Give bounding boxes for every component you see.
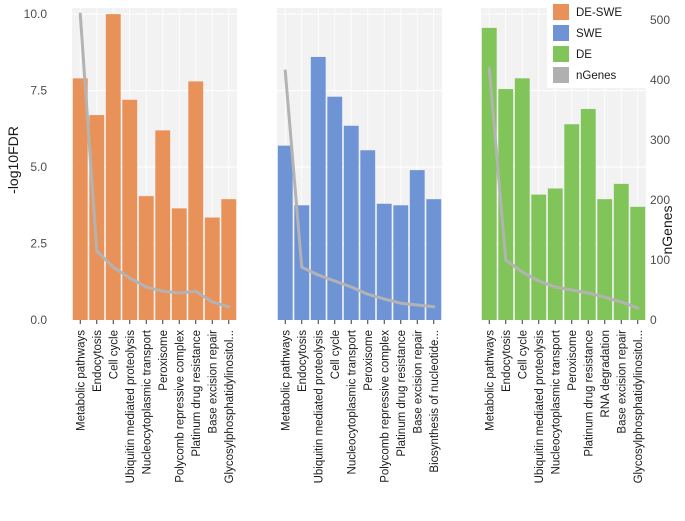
category-label: Endocytosis	[501, 330, 513, 392]
bar	[327, 96, 343, 321]
legend-label: DE	[576, 49, 592, 61]
y-tick-left: 5.0	[30, 160, 47, 174]
category-label: Cell cycle	[330, 330, 342, 379]
ngenes-line	[487, 66, 640, 310]
panel-de-swe: Metabolic pathways Endocytosis Cell cycle U…	[72, 8, 237, 483]
left-axis: 0.0 2.5 5.0 7.5 10.0	[24, 7, 48, 327]
y-tick-right: 100	[650, 253, 670, 267]
category-label: Endocytosis	[92, 330, 104, 392]
bar	[376, 203, 392, 320]
category-label: Peroxisome	[363, 330, 375, 391]
bar	[221, 199, 237, 320]
bar	[580, 108, 596, 320]
category-label: Peroxisome	[158, 330, 170, 391]
category-label: Metabolic pathways	[484, 330, 496, 431]
y-tick-right: 200	[650, 193, 670, 207]
bar	[155, 130, 171, 320]
category-label: Ubiquitin mediated proteolysis	[534, 330, 546, 484]
legend-swatch	[553, 67, 569, 83]
bar	[547, 188, 563, 320]
y-tick-left: 10.0	[24, 7, 48, 21]
category-label: Base excision repair	[616, 330, 628, 434]
category-label: Platinum drug resistance	[191, 330, 203, 457]
ngenes-line	[283, 69, 436, 309]
legend-label: nGenes	[576, 70, 617, 82]
legend-swatch	[553, 4, 569, 20]
category-label: Polycomb repressive complex	[174, 330, 186, 483]
y-tick-right: 0	[650, 313, 657, 327]
category-label: Endocytosis	[297, 330, 309, 392]
legend: DE-SWE SWE DE nGenes	[547, 0, 647, 88]
category-label: Platinum drug resistance	[583, 330, 595, 457]
category-label: Ubiquitin mediated proteolysis	[125, 330, 137, 484]
category-label: Biosynthesis of nucleotide...	[429, 330, 441, 473]
y-tick-left: 2.5	[30, 237, 47, 251]
y-tick-left: 0.0	[30, 313, 47, 327]
bar	[393, 205, 409, 320]
y-tick-right: 500	[650, 13, 670, 27]
legend-swatch	[553, 46, 569, 62]
category-label: RNA degradation	[600, 330, 612, 418]
category-label: Nucleocytoplasmic transport	[346, 329, 358, 474]
bar	[343, 125, 359, 320]
y-tick-right: 300	[650, 133, 670, 147]
category-label: Metabolic pathways	[75, 330, 87, 431]
ngenes-line	[78, 12, 231, 309]
bar	[630, 206, 646, 320]
category-label: Glycosylphosphatidylinositol...	[224, 330, 236, 483]
y-tick-right: 400	[650, 73, 670, 87]
bar	[360, 150, 376, 320]
bar	[105, 14, 121, 321]
bar	[409, 170, 425, 320]
bar	[122, 99, 138, 320]
bar	[89, 115, 105, 320]
category-label: Cell cycle	[108, 330, 120, 379]
bar	[204, 217, 220, 320]
bar	[564, 124, 580, 320]
bar	[72, 78, 88, 321]
bar	[597, 199, 613, 320]
bar	[188, 81, 204, 320]
category-label: Platinum drug resistance	[396, 330, 408, 457]
y-axis-title-left: -log10FDR	[5, 126, 21, 194]
category-label: Cell cycle	[517, 330, 529, 379]
category-label: Base excision repair	[207, 330, 219, 434]
category-label: Peroxisome	[567, 330, 579, 391]
legend-label: DE-SWE	[576, 7, 622, 19]
category-label: Nucleocytoplasmic transport	[141, 329, 153, 474]
right-axis: 0 100 200 300 400 500	[650, 13, 670, 327]
y-tick-left: 7.5	[30, 84, 47, 98]
legend-label: SWE	[576, 28, 603, 40]
bar	[514, 78, 530, 321]
bar	[171, 208, 187, 320]
category-label: Polycomb repressive complex	[379, 330, 391, 483]
panel-swe: Metabolic pathways Endocytosis Ubiquitin m…	[277, 8, 442, 483]
legend-swatch	[553, 25, 569, 41]
category-label: Ubiquitin mediated proteolysis	[313, 330, 325, 484]
category-label: Glycosylphosphatidylinositol...	[633, 330, 645, 483]
category-label: Base excision repair	[412, 330, 424, 434]
bar	[613, 183, 629, 320]
bar	[310, 56, 326, 321]
category-label: Metabolic pathways	[280, 330, 292, 431]
y-axis-title-right: nGenes	[659, 205, 675, 254]
bar	[277, 145, 293, 320]
category-label: Nucleocytoplasmic transport	[550, 329, 562, 474]
bar	[426, 199, 442, 320]
bar	[138, 196, 154, 320]
bar	[531, 194, 547, 320]
